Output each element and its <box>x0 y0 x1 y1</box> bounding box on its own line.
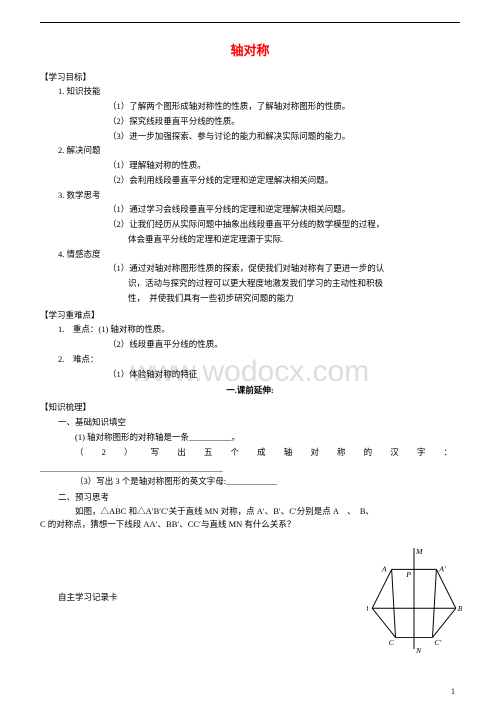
preview-p1: 如图，△ABC 和△A′B′C′关于直线 MN 对称，点 A′、B′、C′分别是… <box>40 505 460 518</box>
question-1: (1) 轴对称图形的对称轴是一条__________。 <box>40 431 460 444</box>
svg-text:C: C <box>389 638 395 647</box>
question-2: （ 2 ） 写 出 五 个 成 轴 对 称 的 汉 字 ： <box>40 446 460 459</box>
goal-3-a: （1）通过学习会线段垂直平分线的定理和逆定理解决相关问题。 <box>40 203 460 216</box>
pre-class-title: 一.课前延伸: <box>40 384 460 397</box>
page-number: 1 <box>451 687 455 696</box>
top-border <box>40 22 460 23</box>
goal-4-a3: 性， 并使我们具有一些初步研究问题的能力 <box>40 292 460 305</box>
svg-text:C′: C′ <box>434 638 441 647</box>
self-study-card: 自主学习记录卡 <box>40 591 460 604</box>
goal-2-b: （2）会利用线段垂直平分线的定理和逆定理解决相关问题。 <box>40 174 460 187</box>
diff-2-a: （1）体验轴对称的特征 <box>40 368 460 381</box>
goal-1-b: （2）探究线段垂直平分线的性质。 <box>40 115 460 128</box>
goal-1-a: （1）了解两个图形成轴对称性的性质，了解轴对称图形的性质。 <box>40 100 460 113</box>
goal-2-heading: 2. 解决问题 <box>40 144 460 157</box>
goal-4-a2: 识，活动与探究的过程可以更大程度地激发我们学习的主动性和积极 <box>40 277 460 290</box>
goal-3-heading: 3. 数学思考 <box>40 189 460 202</box>
goal-1-heading: 1. 知识技能 <box>40 85 460 98</box>
goal-1-c: （3）进一步加强探索、参与讨论的能力和解决实际问题的能力。 <box>40 130 460 143</box>
goal-3-b2: 体会垂直平分线的定理和逆定理源于实际. <box>40 233 460 246</box>
page-content: 轴对称 【学习目标】 1. 知识技能 （1）了解两个图形成轴对称性的性质，了解轴… <box>0 0 500 621</box>
diff-1-a: （2）线段垂直平分线的性质。 <box>40 338 460 351</box>
svg-text:N: N <box>415 646 422 653</box>
goal-4-a: （1）通过对轴对称图形性质的探索，促使我们对轴对称有了更进一步的认 <box>40 262 460 275</box>
document-title: 轴对称 <box>40 41 460 61</box>
question-2-blank: ________________________________________… <box>40 462 460 475</box>
diff-2-heading: 2. 难点： <box>40 353 460 366</box>
preview-p2: C 的对称点，猜想一下线段 AA′、BB′、CC′与直线 MN 有什么关系？ <box>40 518 460 531</box>
preview-heading: 二、预习思考 <box>40 491 460 504</box>
base-heading: 一、基础知识填空 <box>40 416 460 429</box>
knowledge-heading: 【知识梳理】 <box>40 401 460 414</box>
goal-2-a: （1）理解轴对称的性质。 <box>40 159 460 172</box>
goal-3-b: （2）让我们经历从实际问题中抽象出线段垂直平分线的数学模型的过程， <box>40 218 460 231</box>
diff-1-heading: 1. 重点：(1) 轴对称的性质。 <box>40 323 460 336</box>
goal-4-heading: 4. 情感态度 <box>40 248 460 261</box>
difficulty-heading: 【学习重难点】 <box>40 309 460 322</box>
question-3: （3）写出 3 个是轴对称图形的英文字母:____________ <box>40 475 460 488</box>
goal-heading: 【学习目标】 <box>40 71 460 84</box>
